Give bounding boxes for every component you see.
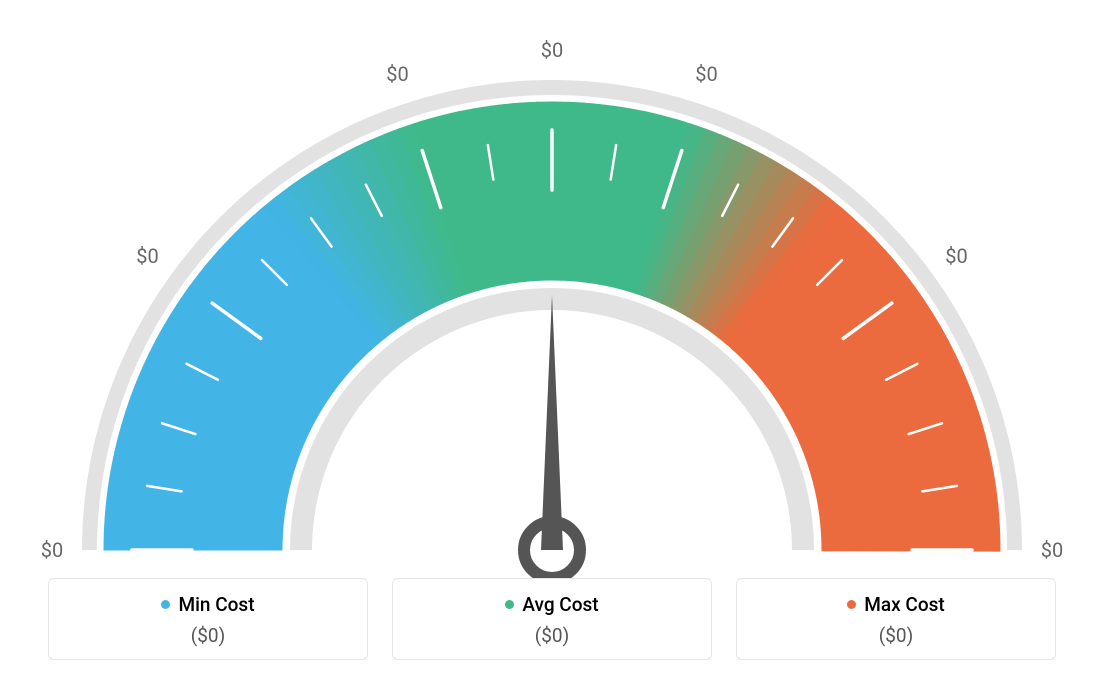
gauge-tick-label: $0 — [1041, 538, 1063, 562]
legend-card-avg: Avg Cost ($0) — [392, 578, 712, 660]
legend-value-max: ($0) — [747, 624, 1045, 647]
gauge-tick-label: $0 — [945, 244, 967, 268]
gauge-tick-label: $0 — [541, 38, 563, 62]
legend-card-max: Max Cost ($0) — [736, 578, 1056, 660]
legend-value-avg: ($0) — [403, 624, 701, 647]
gauge-tick-label: $0 — [386, 62, 408, 86]
legend-card-min: Min Cost ($0) — [48, 578, 368, 660]
legend-dot-max — [847, 600, 856, 609]
legend-dot-min — [161, 600, 170, 609]
gauge-tick-label: $0 — [41, 538, 63, 562]
legend-value-min: ($0) — [59, 624, 357, 647]
legend-label-max: Max Cost — [864, 593, 944, 616]
legend-title-avg: Avg Cost — [505, 593, 598, 616]
legend-label-min: Min Cost — [178, 593, 254, 616]
legend-label-avg: Avg Cost — [522, 593, 598, 616]
gauge-tick-label: $0 — [136, 244, 158, 268]
legend-dot-avg — [505, 600, 514, 609]
legend-title-max: Max Cost — [847, 593, 944, 616]
gauge-chart: $0 $0 $0 $0 $0 $0 $0 — [0, 0, 1104, 560]
legend-row: Min Cost ($0) Avg Cost ($0) Max Cost ($0… — [0, 578, 1104, 660]
gauge-svg — [0, 20, 1104, 580]
gauge-tick-label: $0 — [695, 62, 717, 86]
legend-title-min: Min Cost — [161, 593, 254, 616]
